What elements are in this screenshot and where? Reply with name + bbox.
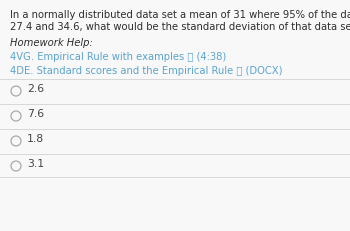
Text: Homework Help:: Homework Help: [10, 38, 93, 48]
Text: In a normally distributed data set a mean of 31 where 95% of the data fall betwe: In a normally distributed data set a mea… [10, 10, 350, 20]
Text: 4VG. Empirical Rule with examples ⦺ (4:38): 4VG. Empirical Rule with examples ⦺ (4:3… [10, 52, 226, 62]
Text: 3.1: 3.1 [27, 159, 44, 169]
Text: 7.6: 7.6 [27, 109, 44, 119]
Text: 1.8: 1.8 [27, 134, 44, 144]
Text: 27.4 and 34.6, what would be the standard deviation of that data set?: 27.4 and 34.6, what would be the standar… [10, 22, 350, 32]
Text: 2.6: 2.6 [27, 84, 44, 94]
Text: 4DE. Standard scores and the Empirical Rule ⦺ (DOCX): 4DE. Standard scores and the Empirical R… [10, 66, 282, 76]
